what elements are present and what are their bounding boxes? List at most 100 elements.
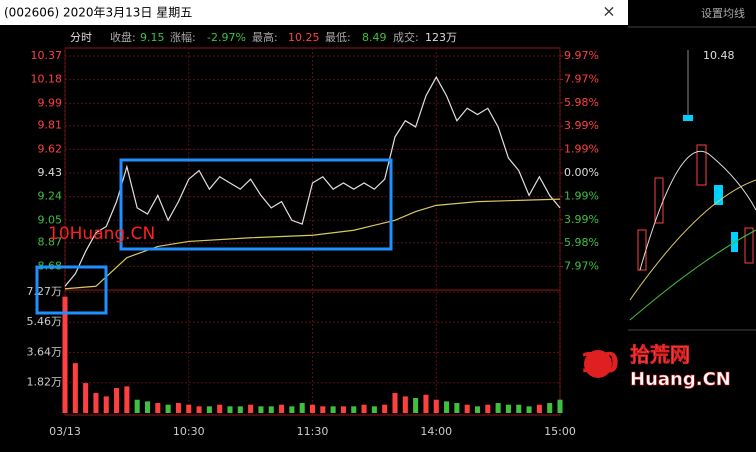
plot: 03/13 10:30 11:30 14:00 15:00 10.37 10.18 9.99 9… bbox=[27, 48, 599, 438]
main-panel bbox=[0, 0, 628, 452]
volume-bar bbox=[155, 403, 161, 413]
volume-bar bbox=[299, 403, 305, 413]
side-button[interactable]: 设置均线 bbox=[701, 6, 745, 20]
volume-bar bbox=[340, 406, 346, 413]
side-high: 10.48 bbox=[703, 49, 735, 62]
y2-tick-label: 3.99% bbox=[564, 213, 599, 226]
volume-bar bbox=[103, 396, 109, 413]
volume-bar bbox=[144, 401, 151, 413]
volume-bar bbox=[217, 404, 223, 413]
y-tick-label: 10.18 bbox=[31, 73, 63, 86]
side-candle bbox=[714, 185, 723, 205]
x-tick-label: 11:30 bbox=[297, 425, 329, 438]
side-panel bbox=[628, 0, 756, 452]
volume-bar bbox=[206, 406, 212, 413]
y-tick-label: 9.43 bbox=[38, 166, 63, 179]
side-ma bbox=[629, 229, 756, 321]
x-tick-label: 15:00 bbox=[544, 425, 576, 438]
info-value: 123万 bbox=[425, 31, 457, 44]
volume-bar bbox=[320, 406, 326, 413]
volume-bar bbox=[505, 404, 511, 413]
volume-bar bbox=[196, 406, 202, 413]
volume-bar bbox=[134, 399, 140, 413]
volume-bar bbox=[268, 406, 274, 413]
volume-bar bbox=[124, 386, 130, 413]
volume-bar bbox=[361, 404, 367, 413]
y-tick-label: 10.37 bbox=[31, 49, 63, 62]
volume-bar bbox=[114, 388, 120, 413]
volume-bar bbox=[536, 404, 542, 413]
info-row: 分时 收盘: 9.15 涨幅: -2.97% 最高: 10.25 最低: 8.4… bbox=[70, 30, 457, 44]
highlight-box bbox=[119, 158, 393, 251]
volume-bar bbox=[237, 406, 243, 413]
volume-bar bbox=[402, 396, 408, 413]
volume-bar bbox=[454, 403, 460, 413]
volume-bar bbox=[165, 404, 171, 413]
volume-bar bbox=[72, 363, 78, 413]
logo-name: 拾荒网 bbox=[630, 343, 690, 367]
info-value: 8.49 bbox=[362, 31, 387, 44]
close-button[interactable]: × bbox=[602, 2, 615, 21]
y-tick-label: 7.27万 bbox=[27, 285, 63, 298]
y2-tick-label: 9.97% bbox=[564, 49, 599, 62]
volume-bar bbox=[516, 404, 522, 413]
volume-bar bbox=[175, 403, 181, 413]
x-tick-label: 14:00 bbox=[420, 425, 452, 438]
side-ma bbox=[629, 179, 756, 301]
volume-bar bbox=[83, 383, 89, 413]
highlight-box bbox=[35, 265, 108, 315]
volume-bar bbox=[289, 406, 295, 413]
side-candle bbox=[744, 227, 754, 264]
info-label: 最低: bbox=[325, 31, 351, 44]
y-tick-label: 9.05 bbox=[38, 213, 63, 226]
volume-bar bbox=[186, 404, 192, 413]
side-ma bbox=[639, 150, 756, 271]
volume-bar bbox=[93, 393, 99, 413]
info-label: 最高: bbox=[252, 30, 278, 44]
x-tick-label: 03/13 bbox=[49, 425, 81, 438]
y2-tick-label: 3.99% bbox=[564, 119, 599, 132]
y-tick-label: 8.87 bbox=[38, 236, 63, 249]
volume-bar bbox=[279, 404, 285, 413]
info-label: 分时 bbox=[70, 31, 92, 44]
y-tick-label: 1.82万 bbox=[27, 376, 63, 389]
volume-bar bbox=[248, 404, 254, 413]
y2-tick-label: 1.99% bbox=[564, 143, 599, 156]
side-candle bbox=[683, 115, 693, 121]
volume-bar bbox=[392, 393, 398, 413]
y-tick-label: 9.62 bbox=[38, 142, 63, 155]
price-line bbox=[64, 75, 561, 287]
logo-circle bbox=[584, 350, 612, 378]
info-value: -2.97% bbox=[207, 31, 246, 44]
y-tick-label: 9.81 bbox=[38, 119, 63, 132]
price-line bbox=[64, 198, 561, 290]
volume-bar bbox=[382, 404, 388, 413]
y2-tick-label: 7.97% bbox=[564, 72, 599, 85]
y2-tick-label: 5.98% bbox=[564, 96, 599, 109]
logo-number: 10 bbox=[580, 346, 619, 379]
y2-tick-label: 1.99% bbox=[564, 189, 599, 202]
volume-bar bbox=[547, 403, 553, 413]
volume-bar bbox=[557, 399, 563, 413]
volume-bar bbox=[474, 406, 481, 413]
volume-bar bbox=[444, 401, 450, 413]
y2-tick-label: 0.00% bbox=[564, 166, 599, 179]
info-value: 10.25 bbox=[288, 31, 320, 44]
volume-bar bbox=[258, 406, 264, 413]
side-candle bbox=[696, 144, 707, 186]
watermark: 10Huang.CN bbox=[48, 224, 155, 244]
y2-tick-label: 5.98% bbox=[564, 236, 599, 249]
volume-bar bbox=[485, 404, 491, 413]
volume-bar bbox=[423, 394, 429, 413]
volume-bar bbox=[433, 399, 439, 413]
volume-bar bbox=[526, 406, 532, 413]
volume-bar bbox=[371, 406, 377, 413]
window-title: (002606) 2020年3月13日 星期五 bbox=[4, 6, 192, 20]
volume-bar bbox=[464, 404, 470, 413]
logo-domain: Huang.CN bbox=[630, 369, 731, 390]
info-label: 涨幅: bbox=[170, 31, 196, 44]
volume-bar bbox=[413, 398, 419, 413]
title-bar bbox=[0, 0, 628, 25]
